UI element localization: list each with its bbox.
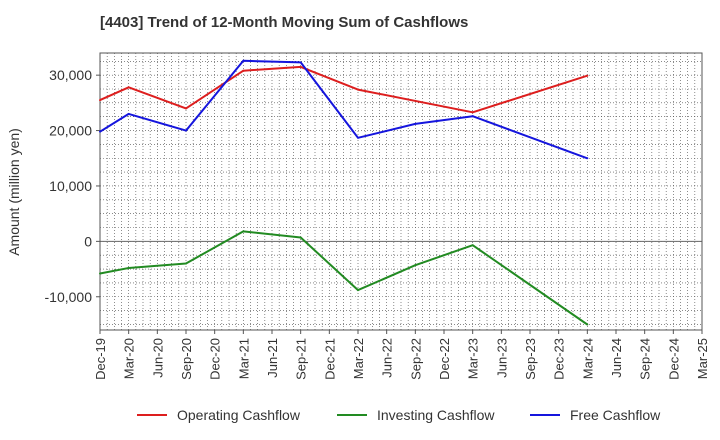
legend-label: Free Cashflow	[570, 407, 661, 423]
data-point-free-cashflow	[299, 61, 302, 64]
series-line-operating-cashflow	[99, 65, 588, 114]
x-tick-label: Sep-24	[638, 338, 653, 380]
data-point-free-cashflow	[185, 129, 187, 132]
data-point-operating-cashflow	[357, 88, 359, 91]
y-tick-label: 10,000	[49, 178, 92, 194]
legend-swatch	[530, 414, 560, 416]
grid	[100, 53, 702, 330]
data-point-operating-cashflow	[127, 86, 130, 89]
x-tick-label: Mar-24	[580, 338, 595, 379]
data-point-free-cashflow	[99, 130, 101, 133]
y-tick-label: 20,000	[49, 123, 92, 139]
data-point-operating-cashflow	[586, 74, 589, 77]
legend-item-operating-cashflow: Operating Cashflow	[137, 404, 300, 426]
legend-swatch	[337, 414, 367, 416]
x-tick-label: Jun-22	[380, 338, 395, 378]
x-tick-label: Dec-23	[552, 338, 567, 380]
y-tick-label: -10,000	[45, 289, 93, 305]
data-point-free-cashflow	[586, 157, 589, 160]
data-point-operating-cashflow	[299, 65, 302, 68]
data-point-operating-cashflow	[471, 111, 474, 114]
data-point-operating-cashflow	[242, 69, 245, 72]
x-tick-label: Dec-24	[666, 338, 681, 380]
plot-frame	[99, 52, 703, 331]
x-tick-label: Sep-22	[408, 338, 423, 380]
data-point-investing-cashflow	[586, 323, 589, 326]
x-tick-label: Jun-20	[150, 338, 165, 378]
x-tick-label: Dec-21	[322, 338, 337, 380]
y-axis-label: Amount (million yen)	[6, 128, 22, 256]
legend-label: Investing Cashflow	[377, 407, 495, 423]
x-tick-label: Mar-21	[236, 338, 251, 379]
data-point-free-cashflow	[471, 115, 474, 118]
x-tick-label: Mar-25	[695, 338, 710, 379]
series-lines	[99, 59, 589, 326]
legend-swatch	[137, 414, 167, 416]
legend-item-investing-cashflow: Investing Cashflow	[337, 404, 495, 426]
legend-label: Operating Cashflow	[177, 407, 300, 423]
x-tick-label: Mar-23	[466, 338, 481, 379]
data-point-investing-cashflow	[242, 230, 245, 233]
data-point-investing-cashflow	[357, 289, 359, 292]
data-point-free-cashflow	[357, 136, 359, 139]
data-point-free-cashflow	[127, 112, 130, 115]
data-point-investing-cashflow	[414, 264, 417, 267]
x-tick-label: Dec-19	[93, 338, 108, 380]
data-point-free-cashflow	[242, 59, 245, 62]
axes: -10,000 0 10,000 20,000 30,000 Dec-19 Mar-20 Ju…	[45, 52, 710, 380]
x-tick-label: Dec-22	[437, 338, 452, 380]
x-tick-label: Sep-21	[294, 338, 309, 380]
data-point-operating-cashflow	[185, 107, 187, 110]
y-tick-label: 0	[84, 233, 92, 249]
data-point-investing-cashflow	[127, 266, 130, 269]
x-tick-label: Jun-23	[494, 338, 509, 378]
data-point-investing-cashflow	[99, 272, 101, 275]
x-tick-label: Mar-22	[351, 338, 366, 379]
data-point-free-cashflow	[414, 122, 417, 125]
x-tick-label: Sep-20	[179, 338, 194, 380]
data-point-investing-cashflow	[299, 236, 302, 239]
y-tick-label: 30,000	[49, 67, 92, 83]
x-tick-label: Jun-21	[265, 338, 280, 378]
x-tick-label: Mar-20	[122, 338, 137, 379]
data-point-investing-cashflow	[185, 262, 187, 265]
x-tick-label: Jun-24	[609, 338, 624, 378]
data-point-operating-cashflow	[99, 99, 101, 102]
data-point-investing-cashflow	[471, 244, 474, 247]
legend-item-free-cashflow: Free Cashflow	[530, 404, 660, 426]
chart-title: [4403] Trend of 12-Month Moving Sum of C…	[100, 14, 469, 31]
x-tick-label: Sep-23	[523, 338, 538, 380]
x-tick-label: Dec-20	[208, 338, 223, 380]
legend: Operating Cashflow Investing Cashflow Free…	[0, 404, 720, 428]
